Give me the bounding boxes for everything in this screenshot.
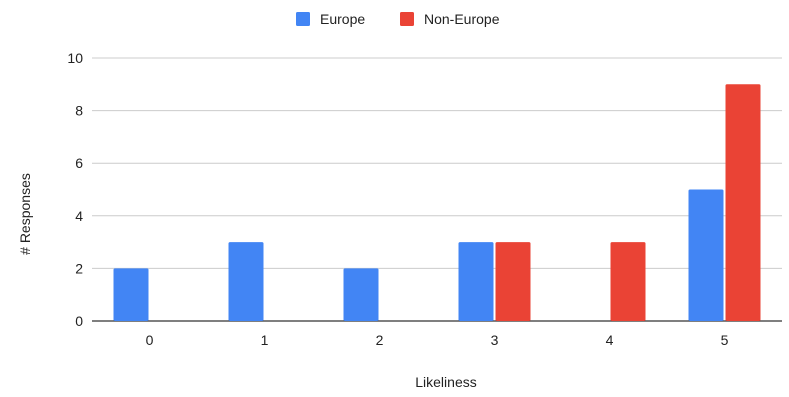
- x-tick-label: 4: [606, 332, 614, 348]
- chart-gridlines: [92, 57, 782, 322]
- y-tick-label: 10: [67, 50, 83, 66]
- x-tick-label: 3: [491, 332, 499, 348]
- x-axis-title: Likeliness: [415, 374, 476, 390]
- chart-legend: Europe Non-Europe: [296, 11, 500, 27]
- legend-label: Non-Europe: [424, 11, 500, 27]
- bar-europe-1: [228, 242, 264, 321]
- y-tick-label: 8: [75, 103, 83, 119]
- bar-series: [113, 84, 761, 321]
- x-tick-label: 2: [376, 332, 384, 348]
- y-tick-label: 0: [75, 313, 83, 329]
- bar-non-europe-3: [495, 242, 531, 321]
- y-tick-label: 4: [75, 208, 83, 224]
- y-axis-title: # Responses: [17, 173, 33, 255]
- legend-label: Europe: [320, 11, 365, 27]
- x-tick-label: 1: [261, 332, 269, 348]
- bar-europe-5: [688, 189, 724, 321]
- y-axis: 0 2 4 6 8 10: [67, 50, 83, 329]
- bar-europe-2: [343, 268, 379, 321]
- legend-swatch: [296, 12, 310, 26]
- x-axis: 0 1 2 3 4 5: [146, 332, 729, 348]
- bar-non-europe-5: [725, 84, 761, 321]
- bar-non-europe-4: [610, 242, 646, 321]
- legend-item: Europe: [296, 11, 365, 27]
- x-tick-label: 0: [146, 332, 154, 348]
- bar-europe-0: [113, 268, 149, 321]
- x-tick-label: 5: [721, 332, 729, 348]
- bar-europe-3: [458, 242, 494, 321]
- legend-swatch: [400, 12, 414, 26]
- y-tick-label: 2: [75, 260, 83, 276]
- y-tick-label: 6: [75, 155, 83, 171]
- legend-item: Non-Europe: [400, 11, 500, 27]
